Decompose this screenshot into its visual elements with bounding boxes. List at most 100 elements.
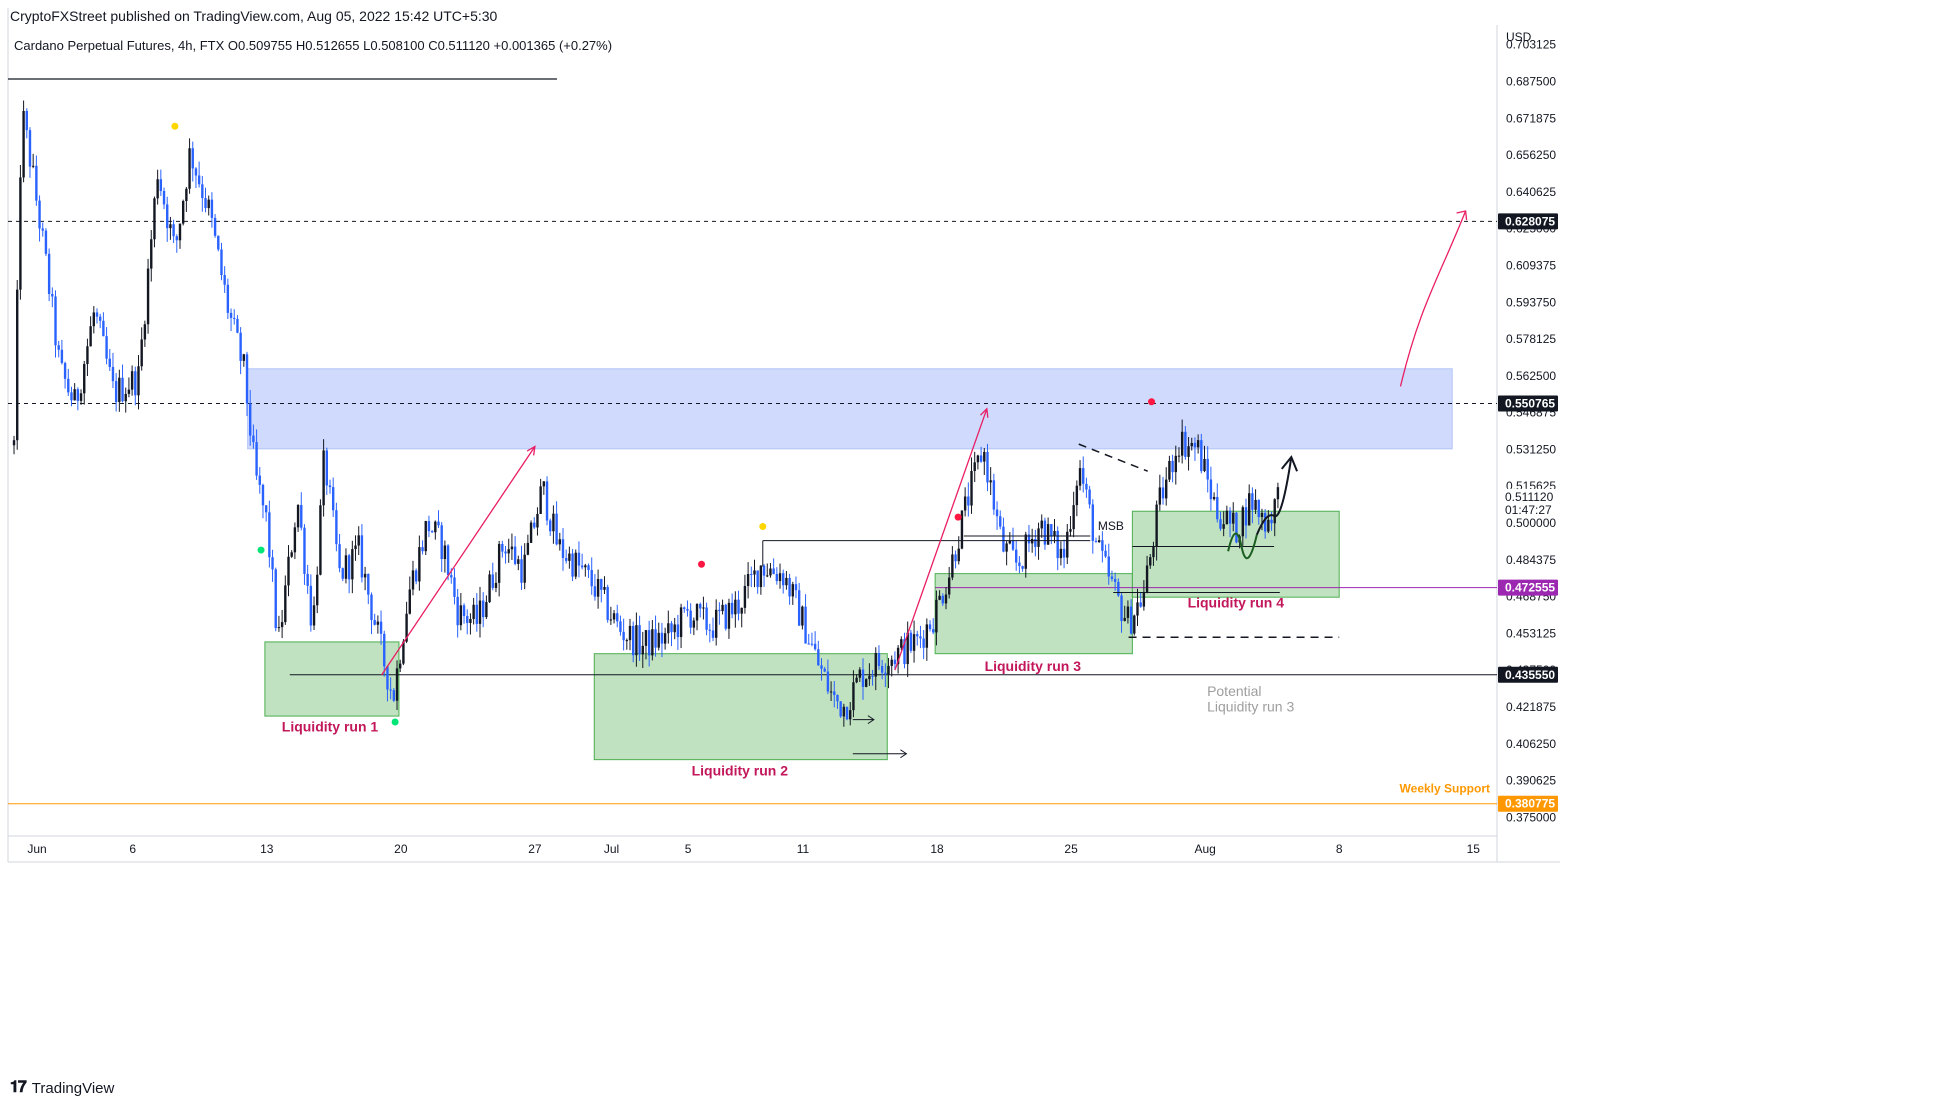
- candle-body: [695, 603, 699, 621]
- candle-body: [1002, 526, 1005, 552]
- signal-dot: [171, 122, 179, 130]
- candle-body: [31, 165, 35, 167]
- pink-arrow-line: [894, 408, 988, 671]
- candle-body: [1251, 493, 1254, 510]
- tradingview-logo[interactable]: 𝟏𝟕 TradingView: [10, 1079, 114, 1097]
- candle-body: [737, 599, 740, 614]
- candle-body: [1145, 565, 1149, 593]
- candle-body: [890, 659, 893, 666]
- candle-body: [724, 604, 727, 629]
- candle-body: [111, 366, 115, 382]
- candle-body: [1254, 499, 1257, 510]
- candle-body: [858, 669, 862, 678]
- candle-body: [1177, 455, 1181, 457]
- candle-body: [708, 629, 712, 631]
- candle-body: [245, 354, 249, 404]
- candle-body: [1120, 595, 1123, 621]
- candle-body: [459, 605, 463, 626]
- candle-body: [1155, 504, 1158, 547]
- candle-body: [970, 470, 973, 506]
- candle-body: [287, 556, 290, 586]
- candle-body: [896, 647, 900, 665]
- candle-body: [903, 639, 906, 665]
- candle-body: [839, 701, 842, 717]
- candle-body: [507, 549, 510, 554]
- candle-body: [900, 639, 903, 648]
- candle-body: [156, 179, 159, 199]
- candle-body: [383, 633, 386, 667]
- candle-body: [995, 509, 999, 517]
- candle-body: [638, 625, 641, 655]
- candle-body: [197, 175, 201, 185]
- projection-arrow-black: [1255, 456, 1293, 536]
- price-label: 0.380775: [1505, 797, 1555, 811]
- candle-body: [561, 539, 565, 558]
- candle-body: [986, 451, 989, 483]
- candle-body: [893, 659, 897, 665]
- candle-body: [1171, 460, 1174, 473]
- candle-body: [622, 631, 625, 641]
- candle-body: [466, 616, 469, 623]
- candle-body: [887, 665, 890, 675]
- target-projection-arrow: [1399, 210, 1467, 387]
- candle-body: [229, 312, 233, 318]
- candle-body: [612, 613, 616, 620]
- candle-body: [1136, 602, 1139, 616]
- candle-body: [392, 690, 396, 701]
- candle-body: [1046, 524, 1050, 545]
- candle-body: [1075, 485, 1079, 506]
- candle-body: [542, 481, 546, 487]
- candle-body: [960, 510, 964, 549]
- price-label: 0.628075: [1505, 214, 1555, 228]
- candle-body: [973, 462, 976, 471]
- candle-body: [162, 190, 166, 205]
- candle-body: [699, 603, 702, 609]
- candle-body: [421, 547, 424, 552]
- candle-body: [277, 627, 281, 629]
- candle-body: [114, 381, 118, 403]
- candle-body: [220, 249, 223, 276]
- candle-body: [443, 545, 447, 560]
- candle-body: [1244, 507, 1248, 526]
- candle-body: [861, 669, 865, 687]
- candle-body: [351, 549, 354, 580]
- y-tick-label: 0.703125: [1506, 38, 1556, 52]
- pink-arrow-head: [979, 407, 989, 418]
- candle-body: [127, 389, 131, 394]
- candle-body: [213, 217, 217, 236]
- candle-body: [475, 604, 479, 624]
- candle-body: [1069, 529, 1072, 532]
- signal-dot: [257, 546, 265, 554]
- candle-body: [204, 198, 207, 209]
- candle-body: [319, 505, 322, 575]
- candle-body: [57, 345, 60, 350]
- candle-body: [1200, 440, 1203, 472]
- candle-body: [510, 546, 514, 550]
- candle-body: [450, 575, 453, 578]
- candle-body: [647, 630, 651, 656]
- candle-body: [166, 204, 169, 229]
- candle-body: [491, 574, 494, 588]
- candle-body: [574, 552, 577, 577]
- candle-body: [1247, 493, 1251, 526]
- price-label: 0.435550: [1505, 668, 1555, 682]
- candle-body: [456, 596, 459, 626]
- candle-body: [983, 451, 986, 462]
- candle-body: [469, 618, 472, 623]
- candle-body: [411, 570, 415, 590]
- candle-body: [1267, 519, 1270, 532]
- candle-body: [430, 531, 434, 533]
- signal-dot: [391, 718, 399, 726]
- candle-body: [236, 318, 239, 333]
- candle-body: [379, 621, 383, 634]
- candle-body: [1203, 458, 1206, 472]
- candle-body: [791, 584, 794, 597]
- candle-body: [849, 710, 852, 720]
- candle-body: [41, 228, 44, 231]
- candle-body: [603, 586, 606, 590]
- candle-body: [705, 607, 708, 630]
- candle-body: [1235, 512, 1238, 543]
- candle-body: [437, 521, 440, 526]
- candle-body: [134, 371, 137, 396]
